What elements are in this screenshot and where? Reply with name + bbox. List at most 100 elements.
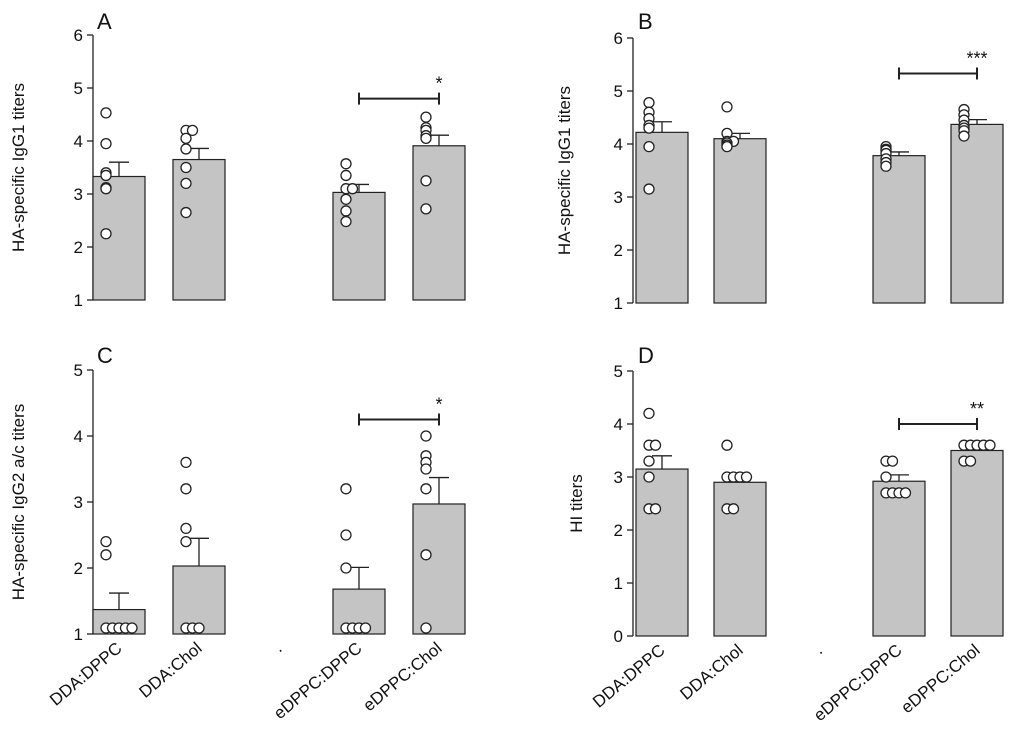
y-tick-label: 5 (74, 79, 83, 98)
bar (713, 138, 767, 304)
bar (950, 123, 1004, 304)
data-point (100, 535, 112, 548)
x-tick-label: eDPPC:Chol (898, 641, 984, 718)
data-point (880, 160, 892, 172)
y-tick-label: 5 (614, 362, 623, 381)
y-axis-label: HA-specific IgG1 titers (555, 86, 574, 255)
data-point (180, 177, 192, 190)
y-tick-label: 4 (614, 135, 623, 154)
data-point (420, 622, 432, 634)
y-tick-label: 6 (614, 29, 623, 48)
data-point (420, 463, 432, 475)
data-point (100, 228, 112, 240)
bar (92, 175, 146, 301)
data-point (100, 169, 112, 182)
data-point (420, 483, 432, 495)
bar (872, 155, 926, 304)
data-point (420, 203, 432, 215)
data-point (721, 101, 733, 113)
y-tick-label: 1 (74, 625, 83, 644)
data-point (180, 132, 192, 145)
panel-label: C (97, 343, 113, 368)
y-tick-label: 1 (614, 294, 623, 313)
data-point (100, 183, 112, 195)
data-point (340, 193, 352, 205)
x-tick-label: DDA:DPPC (589, 641, 669, 712)
y-tick-label: 4 (74, 132, 83, 151)
data-point (420, 132, 432, 145)
data-point (727, 503, 740, 515)
chart-panel-a: 1 2 3 4 5 6A HA-specific IgG1 titers * (9, 9, 466, 310)
bar (172, 158, 226, 301)
data-point (899, 487, 912, 499)
x-tick-label: eDPPC:DPPC (270, 639, 365, 723)
chart-panel-d: 0 1 2 3 4 5D HI titers ** DDA:DPPC DDA:Chol . eDPPC… (567, 343, 1004, 725)
bar (412, 503, 466, 635)
data-point (100, 107, 112, 119)
data-point (340, 158, 352, 170)
data-point (180, 143, 192, 155)
y-tick-label: 6 (74, 26, 83, 45)
data-point (180, 535, 192, 548)
y-tick-label: 2 (614, 241, 623, 260)
data-point (420, 430, 432, 442)
x-tick-label: DDA:Chol (676, 641, 746, 704)
data-point (340, 215, 352, 228)
y-tick-label: 5 (614, 82, 623, 101)
data-point (340, 205, 352, 217)
y-tick-label: 3 (74, 185, 83, 204)
y-tick-label: 5 (74, 361, 83, 380)
data-point (643, 97, 655, 109)
data-point (880, 471, 892, 483)
data-point (886, 455, 899, 467)
data-point (643, 140, 655, 153)
data-point (126, 622, 138, 634)
data-point (340, 169, 352, 182)
data-point (180, 483, 192, 495)
data-point (420, 549, 432, 561)
y-tick-label: 3 (74, 493, 83, 512)
y-tick-label: 4 (614, 415, 623, 434)
data-point (649, 439, 662, 451)
data-point (721, 439, 733, 451)
bar (872, 480, 926, 637)
y-axis-label: HA-specific IgG2 a/c titers (9, 404, 28, 601)
chart-panel-c: 1 2 3 4 5C HA-specific IgG2 a/c titers * DDA:DP… (9, 343, 466, 723)
data-point (193, 622, 205, 634)
data-point (180, 161, 192, 174)
significance-label: ** (970, 399, 984, 419)
data-point (186, 124, 199, 137)
data-point (100, 137, 112, 150)
bar (412, 145, 466, 301)
data-point (180, 456, 192, 469)
data-point (340, 562, 352, 574)
data-point (958, 130, 970, 142)
x-tick-label: DDA:DPPC (46, 639, 126, 710)
data-point (340, 483, 352, 495)
x-tick-label: . (270, 639, 286, 657)
data-point (643, 407, 655, 420)
x-tick-label: . (810, 641, 826, 659)
data-point (643, 183, 655, 195)
y-tick-label: 2 (74, 238, 83, 257)
y-axis-label: HA-specific IgG1 titers (9, 83, 28, 252)
data-point (180, 206, 192, 219)
y-tick-label: 3 (614, 188, 623, 207)
data-point (643, 471, 655, 483)
data-point (643, 455, 655, 467)
y-tick-label: 4 (74, 427, 83, 446)
significance-label: * (435, 395, 442, 415)
y-tick-label: 3 (614, 468, 623, 487)
y-tick-label: 1 (74, 291, 83, 310)
significance-label: *** (966, 49, 987, 69)
chart-panel-b: 1 2 3 4 5 6B HA-specific IgG1 titers *** (555, 9, 1004, 313)
data-point (649, 503, 662, 515)
x-tick-label: eDPPC:Chol (360, 639, 446, 716)
bar (713, 481, 767, 637)
panel-label: B (638, 9, 653, 34)
significance-label: * (435, 74, 442, 94)
y-tick-label: 2 (614, 521, 623, 540)
data-point (346, 183, 359, 195)
data-point (420, 111, 432, 123)
